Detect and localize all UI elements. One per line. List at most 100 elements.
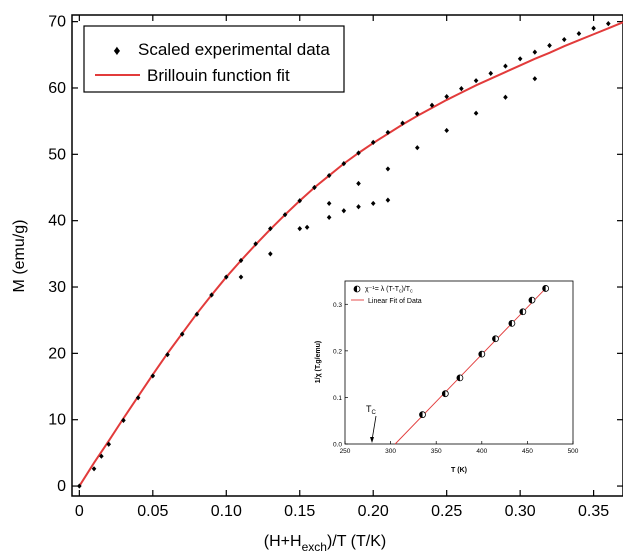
inset-data-points-layer <box>419 285 550 419</box>
inset-plot-frame <box>344 280 574 445</box>
main-data-point <box>326 172 332 179</box>
main-data-point <box>238 257 244 264</box>
main-y-axis-title: M (emu/g) <box>11 220 28 293</box>
main-data-point <box>532 76 538 82</box>
main-data-point <box>179 331 185 337</box>
main-legend-box <box>83 25 345 93</box>
main-data-point <box>268 226 273 232</box>
inset-legend-marker-points-fill <box>354 286 357 292</box>
main-x-tick-label: 0.20 <box>358 503 389 520</box>
main-data-point <box>473 110 479 116</box>
legend-label-data: Scaled experimental data <box>138 40 330 59</box>
inset-x-tick-label: 250 <box>340 448 351 455</box>
inset-background <box>305 274 597 480</box>
main-data-point <box>370 200 376 207</box>
main-data-point <box>444 94 449 100</box>
main-data-point <box>459 86 464 92</box>
inset-y-tick-label: 0.1 <box>333 395 342 402</box>
main-data-points-layer <box>77 21 611 489</box>
main-data-point <box>150 373 156 379</box>
main-data-point <box>135 395 141 401</box>
main-data-point <box>356 180 361 187</box>
main-data-point <box>503 94 508 100</box>
inset-tc-annotation: TC <box>366 404 377 443</box>
inset-legend: χ⁻¹= λ (T-Tc)/Tc Linear Fit of Data <box>351 285 422 305</box>
inset-legend-label-points: χ⁻¹= λ (T-Tc)/Tc <box>365 286 413 295</box>
main-data-point <box>341 161 347 167</box>
main-fit-line <box>78 21 623 487</box>
main-x-axis-title-main: (H+H <box>264 533 302 550</box>
main-x-tick-label: 0.05 <box>137 503 168 520</box>
main-y-tick-label: 10 <box>48 412 66 429</box>
inset-tc-arrowhead <box>370 437 374 443</box>
inset-y-tick-label: 0.0 <box>333 442 342 449</box>
main-data-point <box>238 274 244 280</box>
main-plot-frame <box>71 14 623 497</box>
main-x-tick-label: 0.30 <box>505 503 536 520</box>
inset-x-tick-label: 400 <box>476 448 487 455</box>
main-data-point <box>297 198 303 204</box>
inset-data-point <box>441 390 449 398</box>
inset-tc-arrow <box>371 415 377 441</box>
main-fit-line-layer <box>78 21 623 487</box>
main-y-tick-label: 50 <box>48 146 66 163</box>
main-data-point <box>268 251 273 257</box>
inset-y-tick-label: 0.2 <box>333 348 342 355</box>
inset-tc-label: TC <box>366 404 377 416</box>
inset-legend-label-fit: Linear Fit of Data <box>368 298 422 305</box>
main-y-tick-label: 60 <box>48 80 66 97</box>
main-data-point <box>400 120 405 126</box>
inset-data-point <box>456 374 464 382</box>
main-data-point <box>517 56 523 62</box>
main-data-point <box>356 150 361 156</box>
main-data-point <box>532 49 538 55</box>
main-data-point <box>414 111 420 117</box>
inset-x-tick-label: 450 <box>522 448 533 455</box>
main-data-point <box>194 311 200 317</box>
main-data-point <box>77 483 82 489</box>
main-data-point <box>576 30 582 37</box>
inset-chart: 250 300 350 400 450 500 0.0 0.1 0.2 0.3 T (K) 1/… <box>305 274 597 480</box>
main-data-point <box>547 42 552 49</box>
main-data-point <box>429 102 435 108</box>
main-legend: ♦ Scaled experimental data Brillouin fun… <box>83 25 345 93</box>
inset-data-point <box>528 296 536 304</box>
main-data-point <box>165 352 170 358</box>
main-ticks <box>72 15 623 496</box>
inset-x-tick-label: 350 <box>431 448 442 455</box>
main-data-point <box>209 292 214 298</box>
main-data-point <box>341 208 347 214</box>
main-data-point <box>591 25 596 31</box>
main-data-point <box>121 417 126 423</box>
main-y-tick-labels: 0 10 20 30 40 50 60 70 <box>48 14 66 495</box>
main-y-tick-label: 70 <box>48 14 66 31</box>
inset-data-point <box>419 411 426 419</box>
main-data-point <box>385 129 391 136</box>
main-x-tick-label: 0 <box>75 503 84 520</box>
main-data-point <box>253 241 258 247</box>
inset-y-tick-labels: 0.0 0.1 0.2 0.3 <box>333 302 342 449</box>
main-x-axis-title-sub: exch <box>302 540 327 554</box>
inset-x-tick-labels: 250 300 350 400 450 500 <box>340 448 579 455</box>
inset-fit-line-layer <box>394 288 546 445</box>
main-y-tick-label: 0 <box>57 478 66 495</box>
inset-data-point <box>519 308 527 316</box>
main-y-tick-label: 40 <box>48 213 66 230</box>
main-data-point <box>282 212 288 218</box>
main-x-axis-title: (H+Hexch)/T (T/K) <box>264 533 386 554</box>
main-data-point <box>385 166 391 172</box>
main-data-point <box>606 21 611 27</box>
inset-data-point <box>542 285 550 292</box>
inset-data-point <box>508 319 516 327</box>
main-data-point <box>223 274 229 280</box>
main-x-tick-label: 0.35 <box>578 503 609 520</box>
main-data-point <box>488 70 494 76</box>
main-data-point <box>326 200 332 207</box>
main-data-point <box>99 453 104 459</box>
main-data-point <box>473 78 479 84</box>
legend-label-fit: Brillouin function fit <box>147 66 290 85</box>
main-y-tick-label: 30 <box>48 279 66 296</box>
inset-y-tick-label: 0.3 <box>333 302 342 309</box>
inset-x-axis-title: T (K) <box>451 467 467 474</box>
main-x-tick-label: 0.10 <box>211 503 242 520</box>
